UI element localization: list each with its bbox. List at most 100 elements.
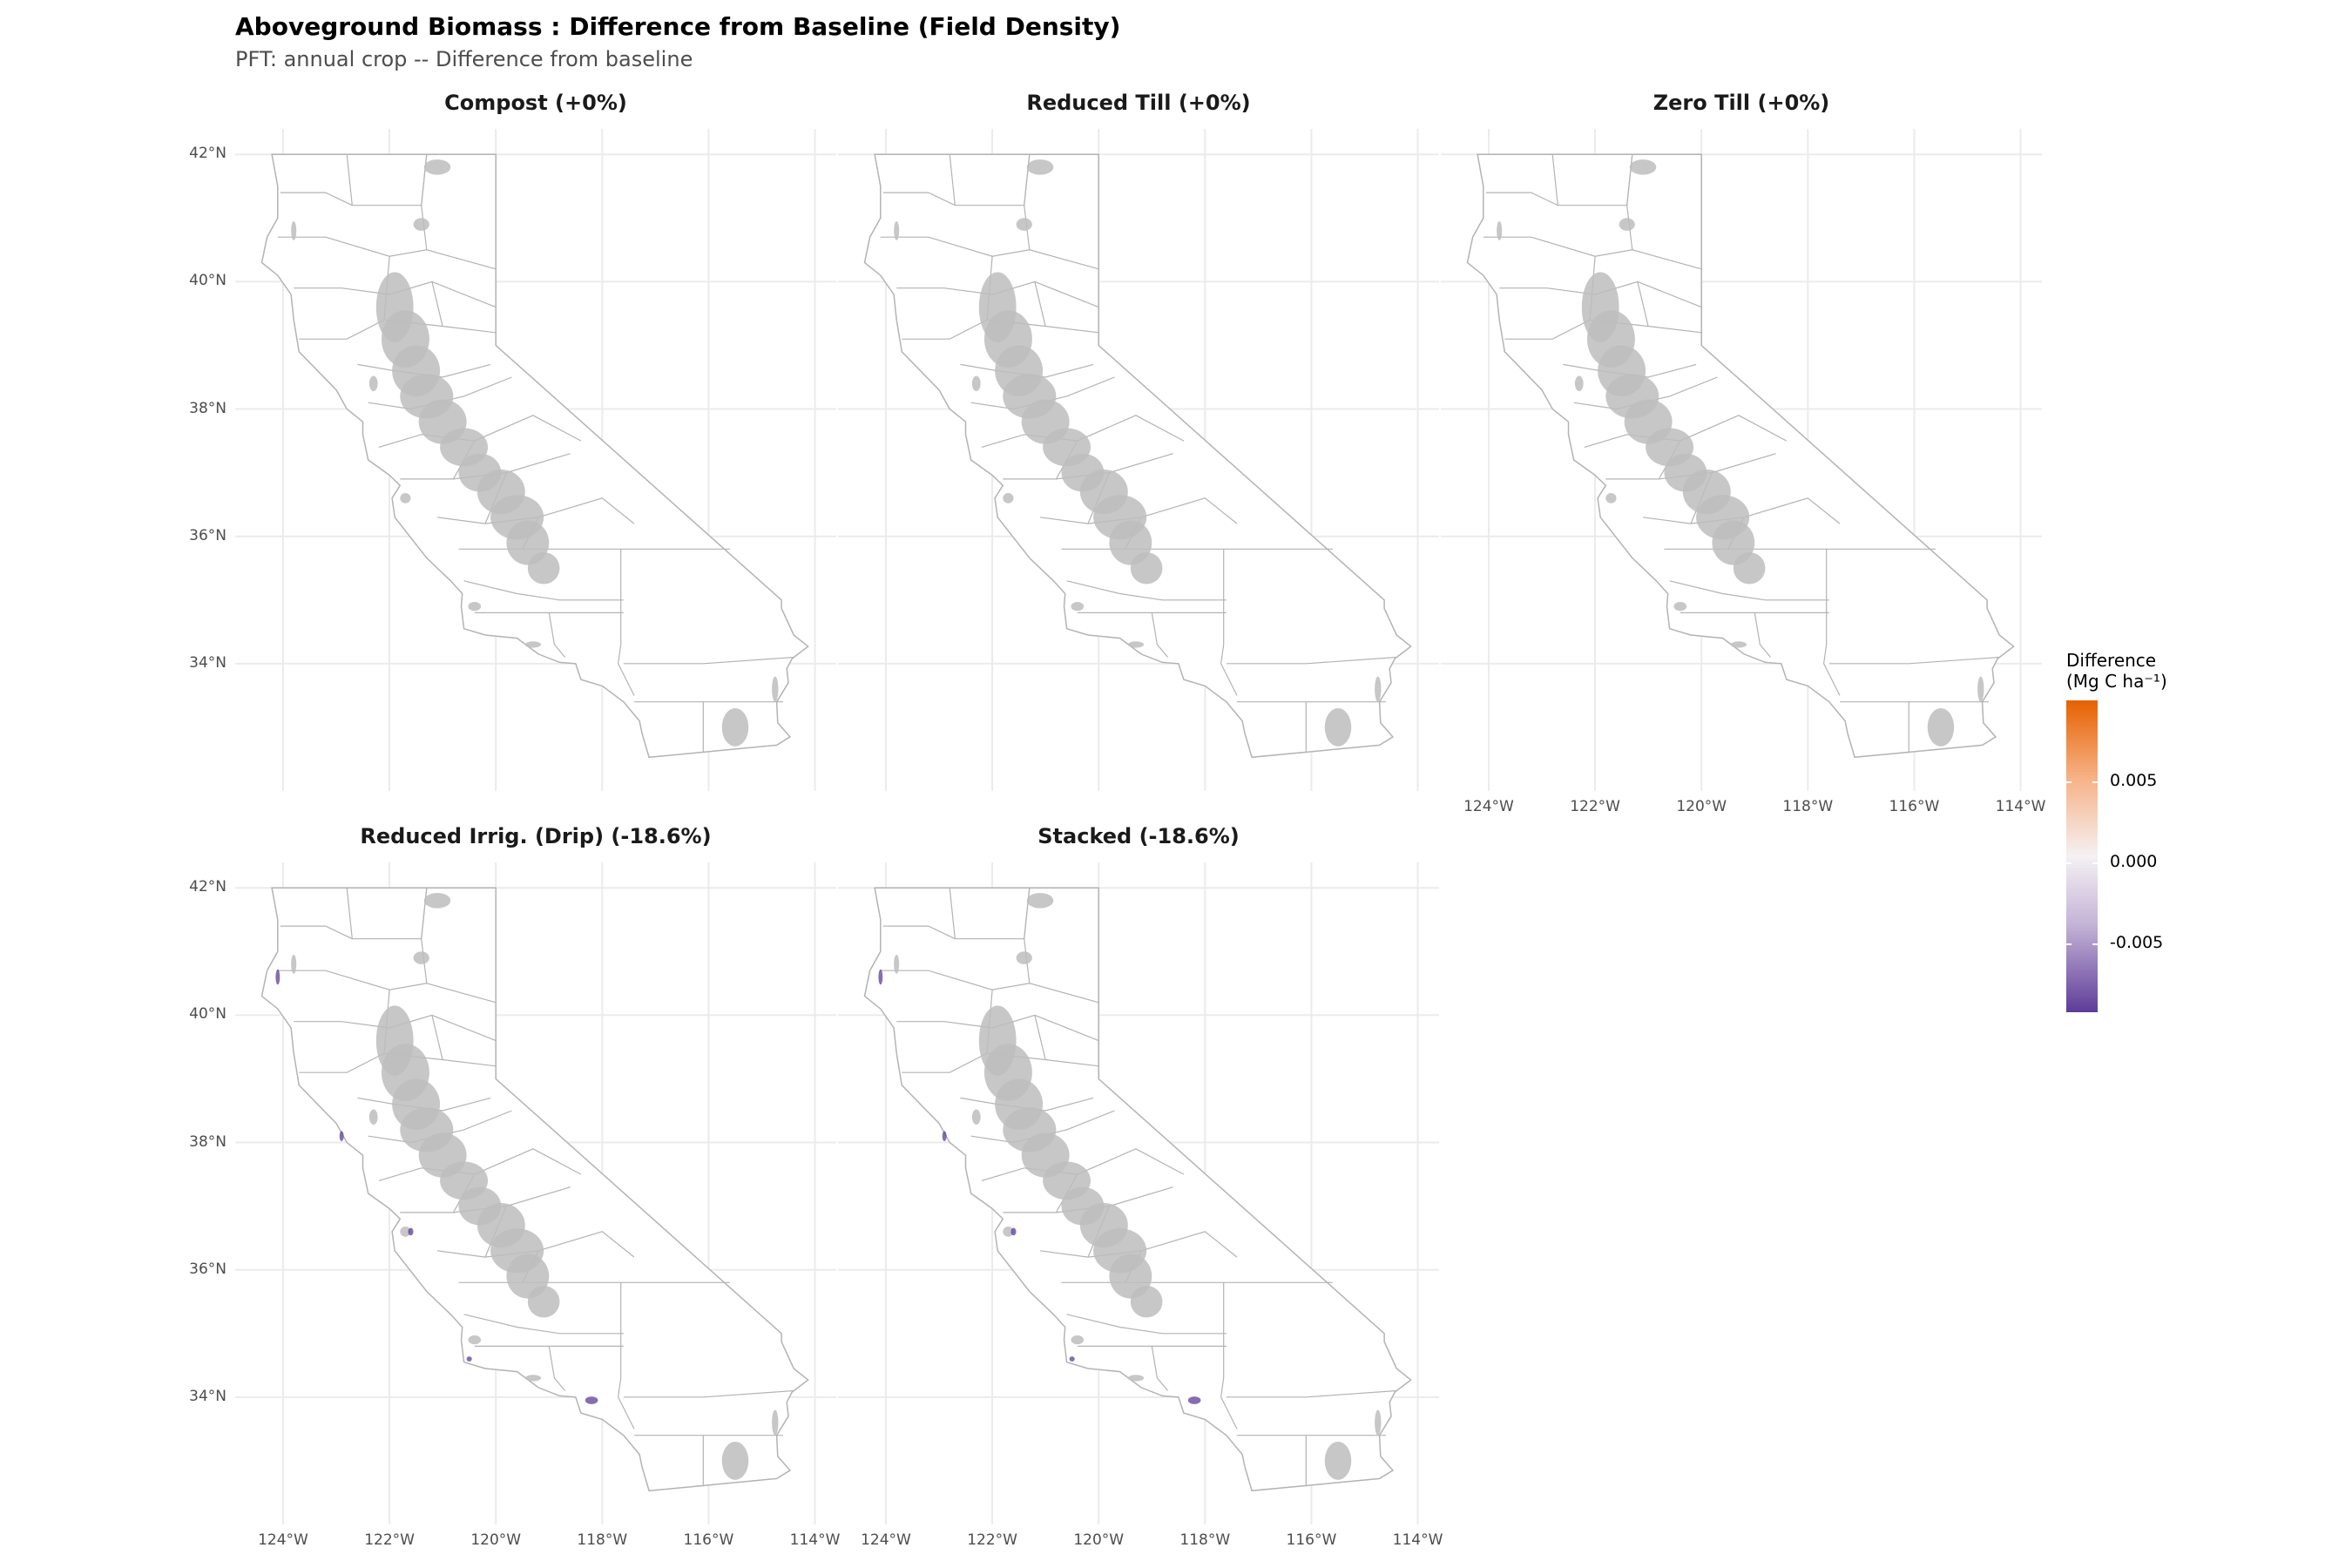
cropland-field [368,375,378,392]
california-outline [260,153,809,759]
cropland-field [524,1375,542,1382]
cropland-field [1574,375,1584,392]
cropland-field [291,220,297,240]
county-boundary [623,1389,794,1398]
longitude-tick-label: 114°W [789,1531,841,1549]
county-boundary [280,192,353,206]
county-boundary [623,656,794,665]
county-boundary [431,281,443,327]
decrease-field [1069,1356,1075,1362]
cropland-field [1130,1285,1163,1318]
facet-title: Zero Till (+0%) [1652,91,1830,115]
decrease-field [1010,1227,1017,1236]
cropland-field [1605,493,1617,504]
chart-subtitle: PFT: annual crop -- Difference from base… [235,47,693,71]
map-panel [235,862,836,1524]
county-boundary [1226,656,1397,665]
county-boundary [1024,154,1031,250]
cropland-field [413,951,429,964]
cropland-field [468,601,482,612]
map-panel [838,129,1439,791]
map-svg [235,862,836,1524]
cropland-field [894,220,900,240]
county-boundary [882,192,956,206]
cropland-field [368,1109,378,1125]
cropland-field [1497,220,1503,240]
county-boundary [431,1015,443,1060]
cropland-field [1026,893,1054,909]
cropland-field [527,1285,560,1318]
longitude-tick-label: 114°W [1392,1531,1443,1549]
longitude-tick-label: 116°W [683,1531,734,1549]
cropland-field [1619,218,1635,231]
county-boundary [463,1314,624,1335]
longitude-tick-label: 122°W [364,1531,415,1549]
longitude-tick-label: 120°W [1073,1531,1125,1549]
county-boundary [548,1346,566,1391]
longitude-tick-label: 116°W [1889,798,1940,815]
county-boundary [1151,1346,1169,1391]
cropland-field [721,708,749,747]
facet-title: Reduced Irrig. (Drip) (-18.6%) [360,824,712,848]
county-boundary [617,549,635,696]
county-boundary [1754,612,1772,658]
cropland-field [772,1409,779,1436]
facet-title: Compost (+0%) [444,91,627,115]
latitude-tick-label: 38°N [189,399,226,417]
county-boundary [1485,192,1558,206]
map-panel [235,129,836,791]
county-boundary [463,580,624,601]
county-boundary [1220,1282,1238,1429]
longitude-tick-label: 118°W [1782,798,1834,815]
cropland-field [1127,641,1145,648]
cropland-field [1629,159,1657,175]
longitude-tick-label: 118°W [1179,1531,1231,1549]
chart-title: Aboveground Biomass : Difference from Ba… [235,12,1121,41]
legend-tick-label: -0.005 [2110,933,2164,952]
california-outline [863,153,1412,759]
decrease-field [275,969,280,985]
facet-title: Stacked (-18.6%) [1037,824,1240,848]
legend-tick-mark [2066,862,2072,864]
california-outline [260,887,809,1492]
cropland-field [1127,1375,1145,1382]
cropland-field [423,893,451,909]
cropland-field [1324,708,1352,747]
county-boundary [1066,1314,1227,1335]
county-boundary [880,970,1099,1004]
county-boundary [1151,612,1169,658]
decrease-field [878,969,883,985]
county-boundary [1626,154,1633,250]
latitude-tick-label: 36°N [189,526,226,544]
county-boundary [1066,580,1227,601]
cropland-field [894,954,900,974]
cropland-field [527,551,560,585]
cropland-field [721,1442,749,1480]
latitude-tick-label: 38°N [189,1132,226,1151]
cropland-field [1003,1227,1014,1237]
county-boundary [421,154,428,250]
longitude-tick-label: 120°W [470,1531,522,1549]
cropland-field [971,1109,981,1125]
decrease-field [466,1356,472,1362]
county-boundary [280,925,353,940]
decrease-field [408,1227,414,1236]
longitude-tick-label: 124°W [258,1531,308,1549]
cropland-field [1733,551,1766,585]
cropland-field [772,676,779,702]
map-svg [838,129,1439,791]
longitude-tick-label: 122°W [967,1531,1017,1549]
legend-tick-mark [2092,943,2098,945]
california-outline [1466,153,2015,759]
cropland-field [1375,1409,1382,1436]
county-boundary [1226,1389,1397,1398]
county-boundary [1637,281,1649,327]
cropland-field [1003,493,1014,504]
county-boundary [1669,580,1829,601]
map-svg [838,862,1439,1524]
latitude-tick-label: 42°N [189,145,226,163]
decrease-field [585,1396,598,1404]
longitude-tick-label: 122°W [1570,798,1620,815]
cropland-field [423,159,451,175]
longitude-tick-label: 118°W [577,1531,628,1549]
